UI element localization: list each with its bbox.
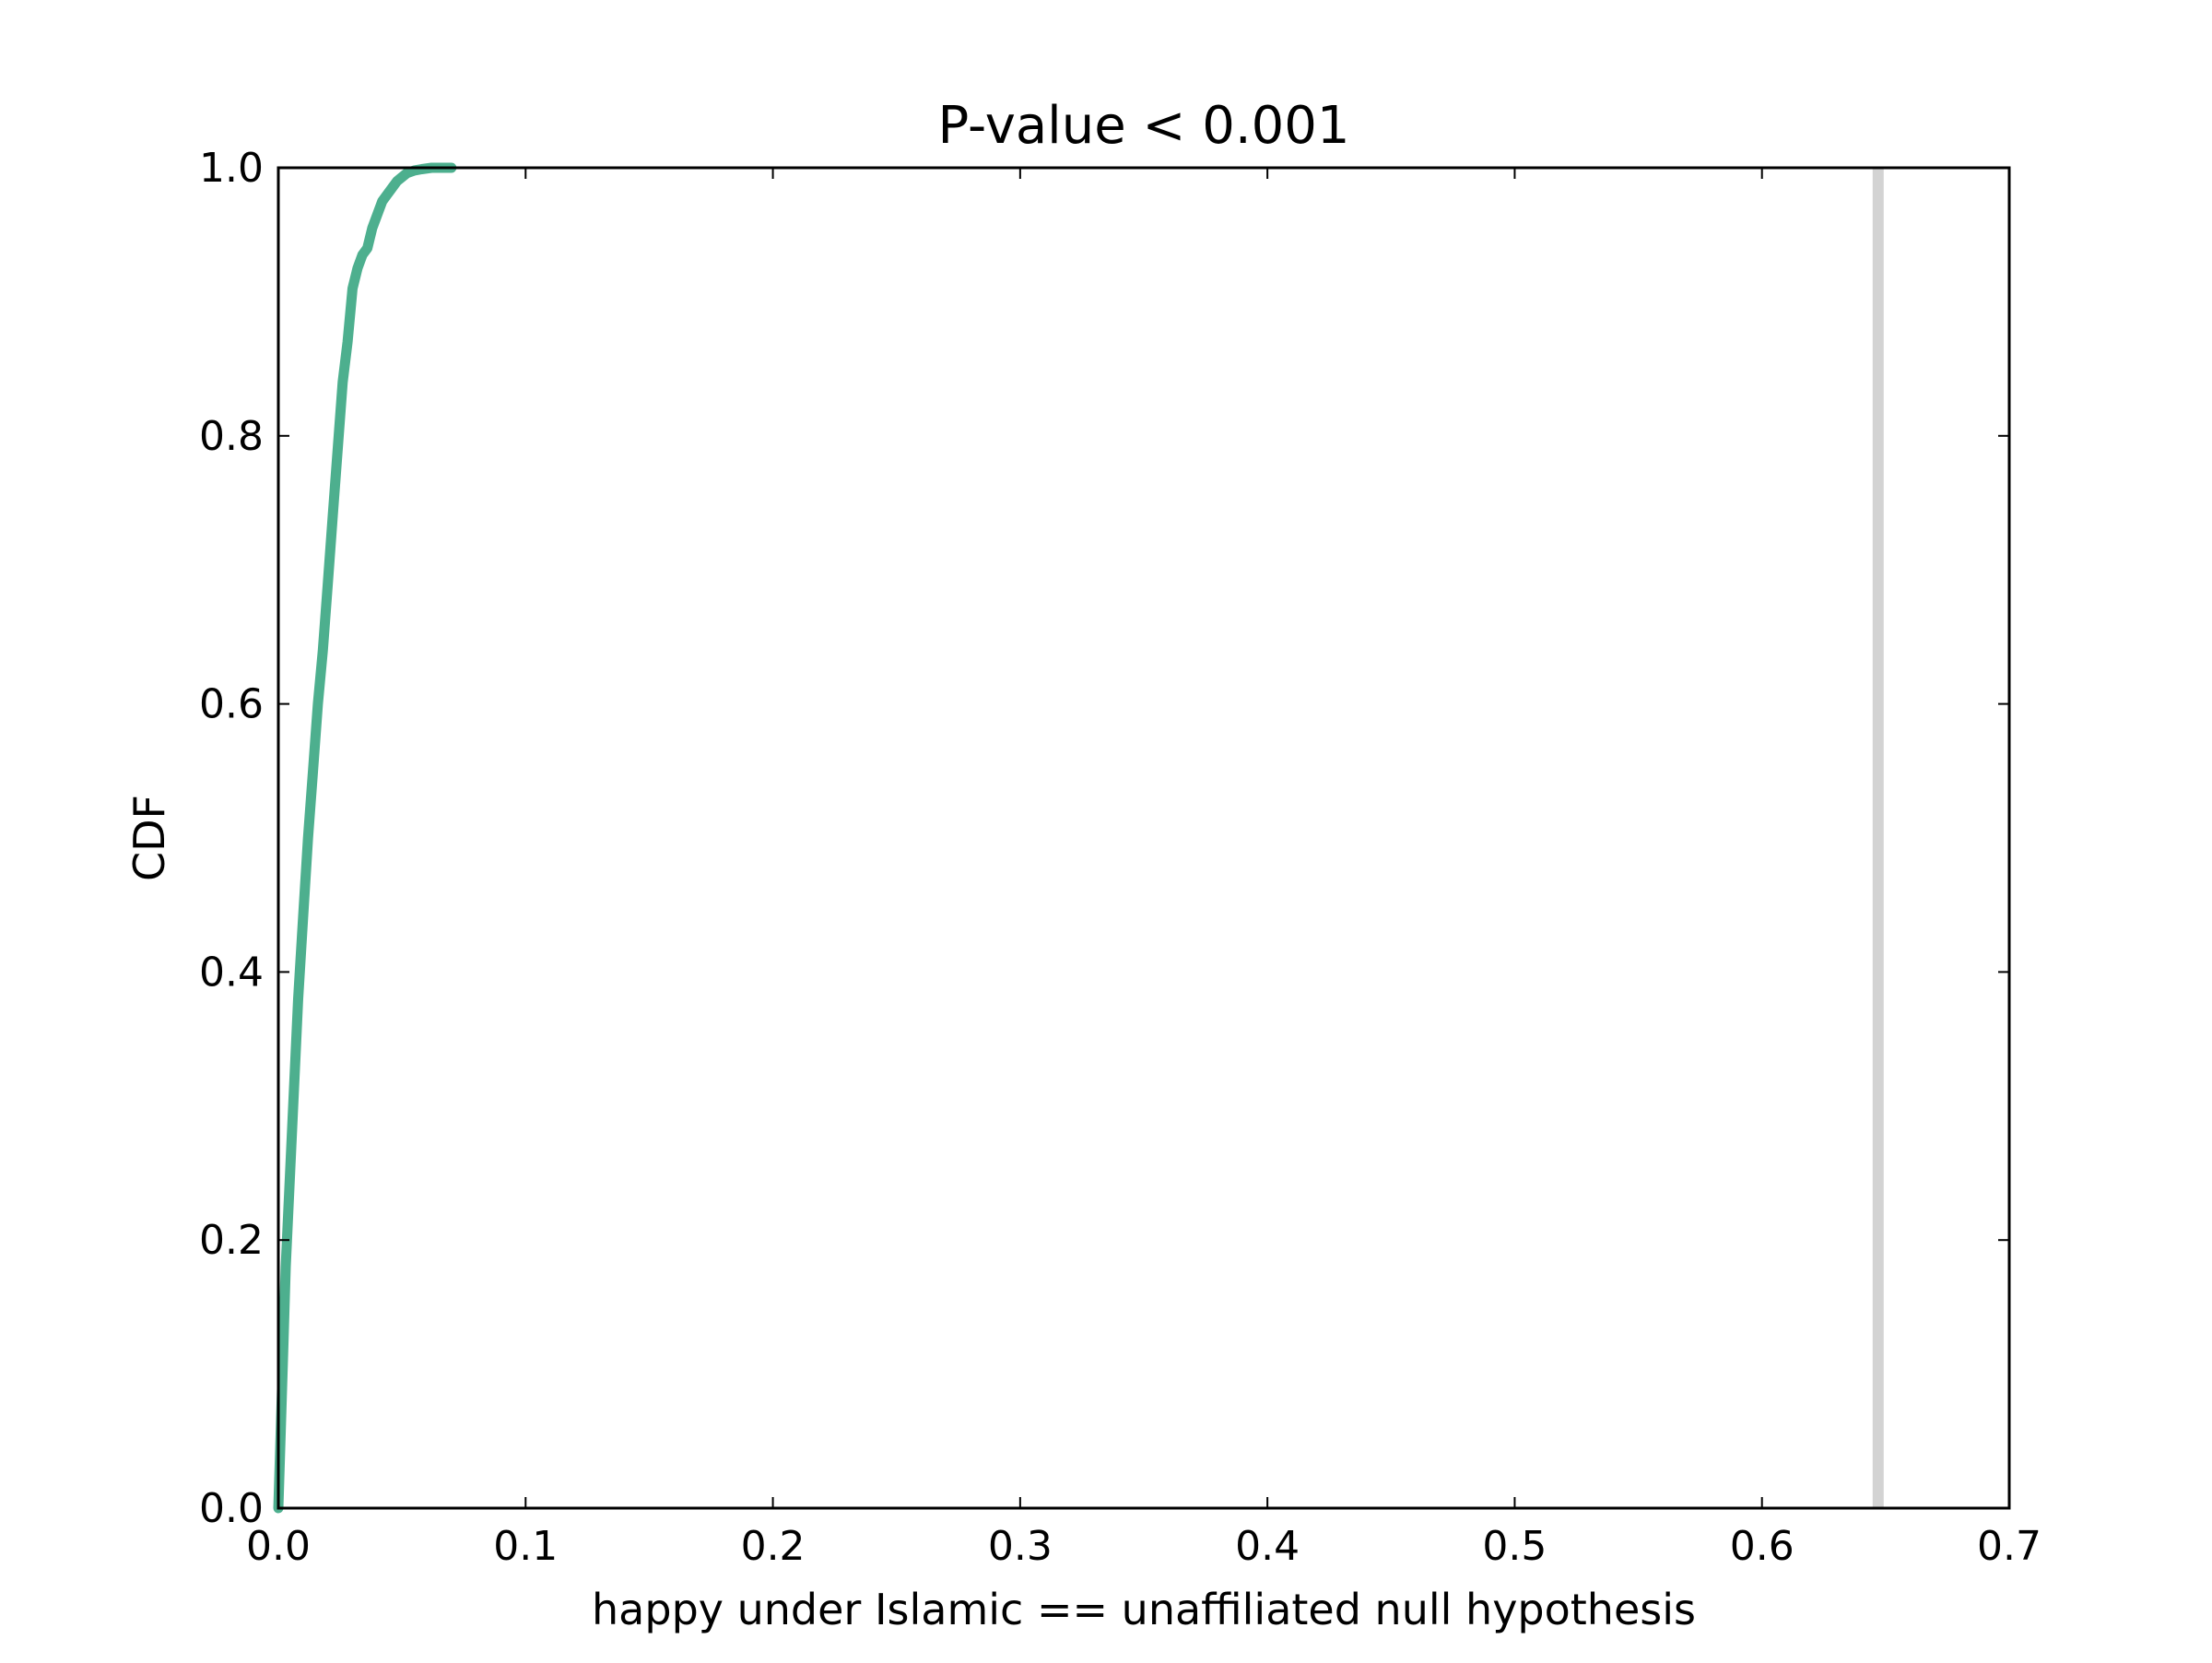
axes-frame (276, 166, 2011, 1510)
x-tick-label: 0.1 (493, 1523, 558, 1570)
y-tick-label: 0.6 (199, 681, 264, 728)
y-tick-label: 0.2 (199, 1217, 264, 1264)
y-tick-label: 0.4 (199, 949, 264, 996)
x-tick-label: 0.4 (1235, 1523, 1300, 1570)
x-tick-label: 0.0 (246, 1523, 311, 1570)
y-tick-label: 1.0 (199, 145, 264, 192)
x-axis-label: happy under Islamic == unaffiliated null… (592, 1585, 1696, 1634)
cdf-series-line (273, 162, 457, 1514)
x-tick-label: 0.2 (741, 1523, 806, 1570)
x-tick-label: 0.7 (1977, 1523, 2041, 1570)
y-tick-label: 0.8 (199, 413, 264, 460)
x-tick-label: 0.6 (1730, 1523, 1794, 1570)
axis-ticks: 0.0 0.1 0.2 0.3 0.4 0.5 0.6 0.7 0.0 0.2 0.4 0.6 0.8 1… (199, 145, 2041, 1570)
plot-area (273, 162, 1884, 1514)
y-axis-label: CDF (124, 795, 174, 881)
x-tick-label: 0.5 (1482, 1523, 1547, 1570)
y-tick-label: 0.0 (199, 1485, 264, 1532)
x-tick-label: 0.3 (988, 1523, 1053, 1570)
chart-title: P-value < 0.001 (937, 96, 1349, 156)
